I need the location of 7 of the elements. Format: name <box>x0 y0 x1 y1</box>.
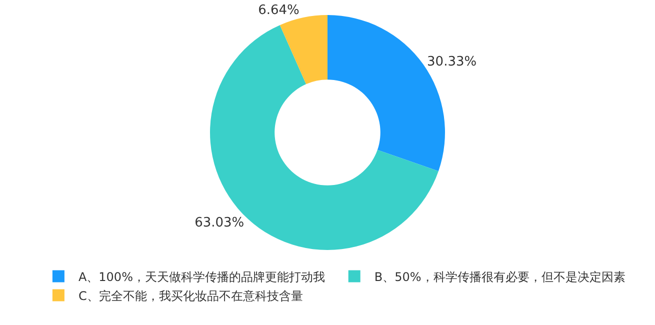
legend-label: A、100%，天天做科学传播的品牌更能打动我 <box>78 270 325 284</box>
donut-slice <box>280 15 328 84</box>
legend-label: C、完全不能，我买化妆品不在意科技含量 <box>78 288 303 303</box>
legend-label: B、50%，科学传播很有必要，但不是决定因素 <box>374 270 626 284</box>
data-label: 63.03% <box>194 215 244 230</box>
data-label: 30.33% <box>427 54 477 70</box>
data-label: 6.64% <box>258 2 300 18</box>
